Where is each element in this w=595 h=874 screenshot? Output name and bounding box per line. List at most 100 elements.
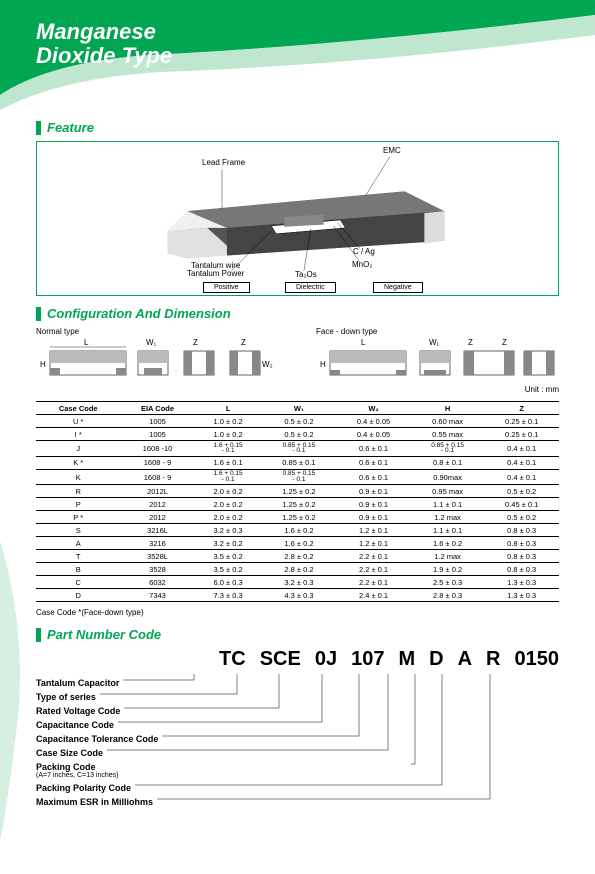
table-cell: S [36,524,120,537]
table-cell: 1.2 ± 0.1 [336,524,411,537]
table-cell: 1.9 ± 0.2 [411,563,485,576]
electrode-negative: Negative [373,282,423,293]
svg-text:H: H [40,360,46,369]
label-ta2o5: Ta₂Os [295,270,317,279]
table-cell: 0.9 ± 0.1 [336,485,411,498]
table-cell: 1.2 max [411,550,485,563]
table-cell: 3528 [120,563,194,576]
table-cell: 1.1 ± 0.1 [411,498,485,511]
feature-diagram: Lead Frame EMC Tantalum wire Tantalum Po… [36,141,559,296]
label-mno2: MnO₂ [352,260,372,269]
table-row: U *10051.0 ± 0.20.5 ± 0.20.4 ± 0.050.60 … [36,415,559,428]
table-cell: 1.6 + 0.15 - 0.1 [195,469,262,485]
table-cell: 0.4 ± 0.1 [484,456,559,469]
partcode-heading: Part Number Code [36,627,559,642]
table-cell: 2.5 ± 0.3 [411,576,485,589]
table-cell: 0.85 + 0.15 - 0.1 [411,441,485,457]
table-cell: K [36,469,120,485]
table-cell: 0.85 + 0.15 - 0.1 [262,469,337,485]
partcode-label: Rated Voltage Code [36,706,559,716]
table-cell: 0.8 ± 0.3 [484,563,559,576]
table-cell: 2.2 ± 0.1 [336,550,411,563]
table-row: R2012L2.0 ± 0.21.25 ± 0.20.9 ± 0.10.95 m… [36,485,559,498]
table-cell: 1.1 ± 0.1 [411,524,485,537]
table-cell: J [36,441,120,457]
table-cell: 0.4 ± 0.05 [336,428,411,441]
partcode-seg: 0150 [515,648,560,671]
table-cell: 2.0 ± 0.2 [195,485,262,498]
table-cell: 0.6 ± 0.1 [336,469,411,485]
partcode-heading-text: Part Number Code [47,627,161,642]
partcode-labels: Tantalum CapacitorType of seriesRated Vo… [36,678,559,811]
svg-text:Z: Z [193,338,198,347]
partcode-seg: TC [219,648,246,671]
table-cell: 1.6 ± 0.2 [262,537,337,550]
title-line-1: Manganese [36,19,156,44]
dimension-table: Case CodeEIA CodeLW₁W₂HZ U *10051.0 ± 0.… [36,401,559,602]
partcode-label: Capacitance Code [36,720,559,730]
partcode-label: Capacitance Tolerance Code [36,734,559,744]
table-cell: 2.2 ± 0.1 [336,563,411,576]
page-header: Manganese Dioxide Type [0,0,595,110]
table-cell: 0.4 ± 0.1 [484,469,559,485]
table-cell: 2012 [120,498,194,511]
table-cell: 3.5 ± 0.2 [195,550,262,563]
table-row: J1608 -101.6 + 0.15 - 0.10.85 + 0.15 - 0… [36,441,559,457]
table-cell: 4.3 ± 0.3 [262,589,337,602]
table-cell: 0.8 ± 0.3 [484,550,559,563]
table-cell: 1.6 ± 0.1 [195,456,262,469]
table-cell: 0.90max [411,469,485,485]
partcode-seg: A [458,648,472,671]
table-cell: 2012L [120,485,194,498]
table-cell: 7343 [120,589,194,602]
side-swoosh [0,541,60,841]
packing-sub: (A=7 inches, C=13 inches) [36,772,559,779]
table-cell: 0.85 ± 0.1 [262,456,337,469]
svg-text:W₁: W₁ [146,338,157,347]
table-cell: 1005 [120,428,194,441]
partcode-label: Maximum ESR in Milliohms [36,797,559,807]
table-cell: K * [36,456,120,469]
heading-bar [36,307,41,321]
table-row: B35283.5 ± 0.22.8 ± 0.22.2 ± 0.11.9 ± 0.… [36,563,559,576]
svg-text:Z: Z [468,338,473,347]
partcode-seg: 0J [315,648,337,671]
svg-text:W₁: W₁ [429,338,440,347]
partcode-diagram: TCSCE0J107MDAR0150 Tantalum CapacitorTyp… [36,648,559,868]
config-diagram: Normal type Face - down type Unit : mm L… [36,327,559,397]
table-header: EIA Code [120,402,194,415]
partcode-label: Tantalum Capacitor [36,678,559,688]
partcode-seg: 107 [351,648,384,671]
table-cell: 1.3 ± 0.3 [484,589,559,602]
electrode-dielectric: Dielectric [285,282,336,293]
table-cell: 0.8 ± 0.1 [411,456,485,469]
table-cell: 1608 -10 [120,441,194,457]
table-header: H [411,402,485,415]
table-header: L [195,402,262,415]
table-cell: 2.0 ± 0.2 [195,498,262,511]
table-cell: 2.8 ± 0.3 [411,589,485,602]
svg-text:W₂: W₂ [262,360,273,369]
table-cell: 3528L [120,550,194,563]
table-cell: 2.2 ± 0.1 [336,576,411,589]
table-cell: 3.2 ± 0.3 [262,576,337,589]
table-cell: 2012 [120,511,194,524]
table-cell: 3216L [120,524,194,537]
label-tantalum: Tantalum wire Tantalum Power [187,262,244,278]
table-cell: I * [36,428,120,441]
table-cell: 0.25 ± 0.1 [484,415,559,428]
table-cell: 0.85 + 0.15 - 0.1 [262,441,337,457]
table-cell: 1.25 ± 0.2 [262,485,337,498]
partcode-segments: TCSCE0J107MDAR0150 [176,648,559,671]
table-cell: 3.2 ± 0.3 [195,524,262,537]
partcode-label: Packing Code(A=7 inches, C=13 inches) [36,762,559,779]
table-row: K1608 - 91.6 + 0.15 - 0.10.85 + 0.15 - 0… [36,469,559,485]
table-cell: 1608 - 9 [120,456,194,469]
feature-heading: Feature [36,120,559,135]
table-row: K *1608 - 91.6 ± 0.10.85 ± 0.10.6 ± 0.10… [36,456,559,469]
config-heading: Configuration And Dimension [36,306,559,321]
page-content: Feature [0,120,595,868]
table-cell: 1608 - 9 [120,469,194,485]
table-cell: 0.45 ± 0.1 [484,498,559,511]
table-header-row: Case CodeEIA CodeLW₁W₂HZ [36,402,559,415]
